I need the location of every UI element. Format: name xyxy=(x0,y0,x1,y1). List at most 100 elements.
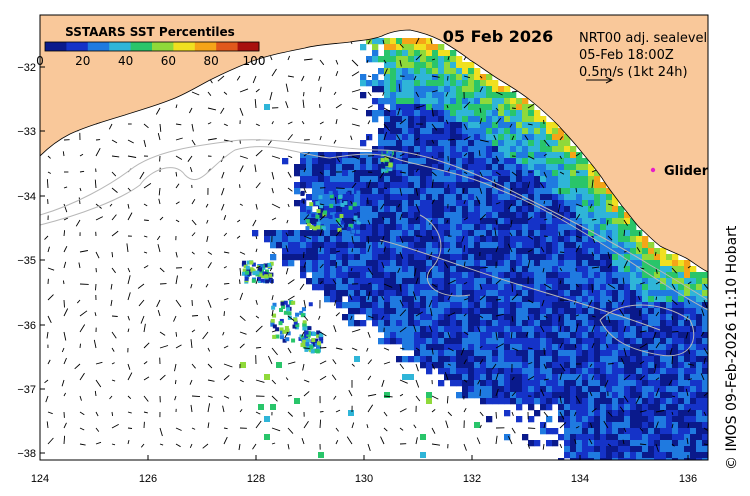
sst-cell xyxy=(642,236,649,243)
sst-cell xyxy=(498,338,505,345)
current-vector xyxy=(111,411,114,416)
sst-cell xyxy=(271,305,276,310)
sst-cell xyxy=(474,380,481,387)
sst-cell xyxy=(432,56,439,63)
sst-cell xyxy=(672,272,679,279)
sst-cell xyxy=(294,236,301,243)
sst-cell xyxy=(396,320,403,327)
current-vector xyxy=(415,379,420,388)
sst-cell xyxy=(474,206,481,213)
sst-cell xyxy=(546,380,553,387)
sst-cell xyxy=(648,428,655,435)
current-vector xyxy=(415,437,418,445)
current-vector xyxy=(399,393,404,397)
current-vector xyxy=(223,345,229,349)
sst-cell xyxy=(486,356,493,363)
sst-cell xyxy=(600,332,607,339)
sst-cell xyxy=(396,146,403,153)
sst-cell xyxy=(312,218,319,225)
sst-cell xyxy=(588,452,595,459)
sst-cell xyxy=(540,344,547,351)
sst-cell xyxy=(390,86,397,93)
current-vector xyxy=(575,323,579,333)
current-vector xyxy=(287,55,291,61)
sst-cell xyxy=(588,182,595,189)
sst-cell xyxy=(504,368,511,375)
sst-cell xyxy=(270,230,277,237)
sst-cell xyxy=(642,446,649,453)
current-vector xyxy=(351,347,358,351)
sst-cell xyxy=(396,104,403,111)
sst-cell xyxy=(468,158,475,165)
sst-cell xyxy=(300,152,307,159)
sst-cell xyxy=(306,164,313,171)
sst-cell xyxy=(636,416,643,423)
lat-tick-label: −38 xyxy=(17,448,36,460)
sst-cell xyxy=(426,224,433,231)
sst-cell xyxy=(600,398,607,405)
current-vector xyxy=(621,299,625,306)
sst-cell xyxy=(702,380,708,387)
sst-cell xyxy=(390,56,397,63)
sst-cell xyxy=(408,374,414,380)
sst-cell xyxy=(336,284,343,291)
sst-cell xyxy=(588,242,595,249)
sst-cell xyxy=(564,446,571,453)
sst-cell xyxy=(534,380,541,387)
sst-cell xyxy=(504,284,511,291)
sst-cell xyxy=(354,236,361,243)
current-vector xyxy=(543,235,548,237)
sst-cell xyxy=(354,206,361,213)
sst-cell xyxy=(600,416,607,423)
sst-cell xyxy=(618,368,625,375)
sst-cell xyxy=(630,326,637,333)
sst-cell xyxy=(606,206,613,213)
sst-cell xyxy=(594,188,601,195)
sst-cell xyxy=(636,314,643,321)
sst-cell xyxy=(408,200,415,207)
sst-cell xyxy=(372,194,379,201)
sst-cell xyxy=(450,236,457,243)
sst-cell xyxy=(420,326,427,333)
sst-cell xyxy=(612,434,619,441)
sst-cell xyxy=(486,224,493,231)
current-vector xyxy=(79,443,86,446)
current-vector xyxy=(543,315,548,318)
sst-cell xyxy=(343,208,348,213)
sst-cell xyxy=(540,236,547,243)
current-vector xyxy=(95,216,104,221)
sst-cell xyxy=(408,302,415,309)
legend-swatch xyxy=(216,42,239,51)
sst-cell xyxy=(516,98,523,105)
sst-cell xyxy=(432,182,439,189)
sst-cell xyxy=(450,344,457,351)
sst-cell xyxy=(444,338,451,345)
sst-cell xyxy=(618,386,625,393)
sst-cell xyxy=(330,278,337,285)
sst-cell xyxy=(612,248,619,255)
sst-cell xyxy=(276,242,283,249)
sst-cell xyxy=(594,308,601,315)
sst-cell xyxy=(408,56,415,63)
sst-cell xyxy=(336,302,343,309)
sst-cell xyxy=(408,356,415,363)
sst-cell xyxy=(456,302,463,309)
sst-cell xyxy=(456,296,463,303)
sst-cell xyxy=(522,290,529,297)
sst-cell xyxy=(432,266,439,273)
sst-cell xyxy=(480,146,487,153)
sst-cell xyxy=(251,278,256,283)
sst-cell xyxy=(276,230,283,237)
current-vector xyxy=(655,296,658,301)
sst-cell xyxy=(462,314,469,321)
sst-cell xyxy=(314,348,319,353)
sst-cell xyxy=(340,202,345,207)
sst-cell xyxy=(540,308,547,315)
sst-cell xyxy=(426,68,433,75)
sst-cell xyxy=(522,434,529,441)
sst-cell xyxy=(600,392,607,399)
current-vector xyxy=(127,328,130,333)
sst-cell xyxy=(402,110,409,117)
sst-cell xyxy=(408,182,415,189)
current-vector xyxy=(223,215,227,221)
